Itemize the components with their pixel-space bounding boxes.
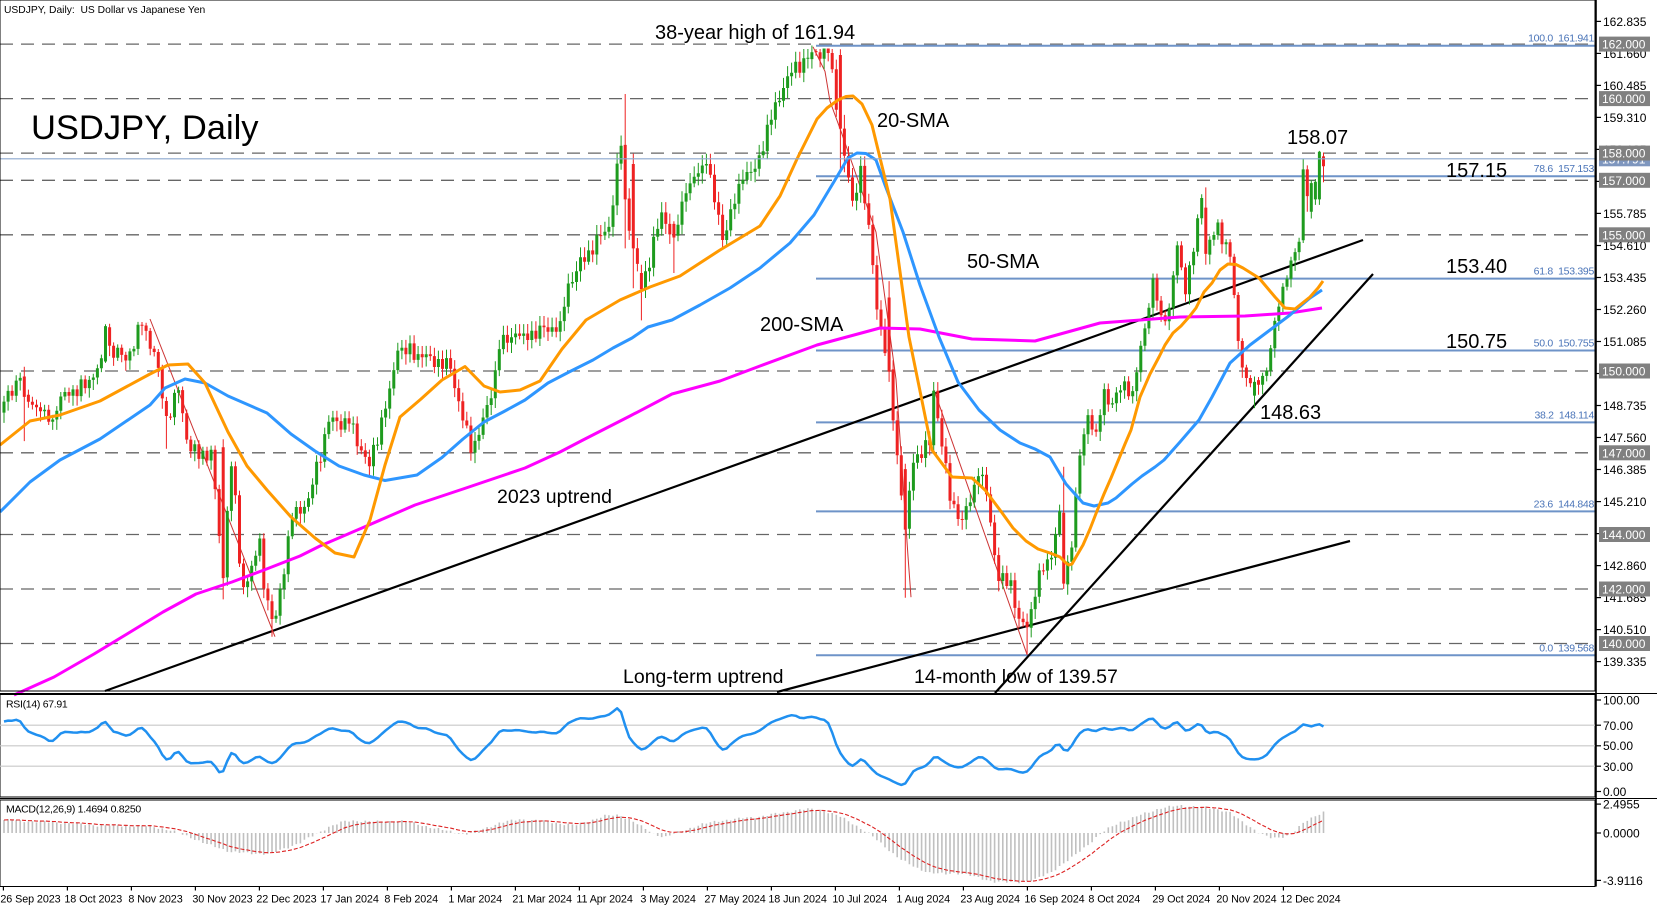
svg-text:50.0 150.755: 50.0 150.755: [1534, 338, 1595, 350]
svg-text:16 Sep 2024: 16 Sep 2024: [1024, 894, 1084, 906]
svg-text:160.485: 160.485: [1603, 79, 1647, 93]
svg-text:1 Mar 2024: 1 Mar 2024: [448, 894, 502, 906]
svg-text:146.385: 146.385: [1603, 463, 1647, 477]
svg-text:0.0000: 0.0000: [1603, 827, 1640, 841]
svg-text:2023 uptrend: 2023 uptrend: [497, 486, 612, 508]
svg-text:26 Sep 2023: 26 Sep 2023: [0, 894, 60, 906]
svg-text:150.000: 150.000: [1602, 365, 1646, 379]
svg-text:140.510: 140.510: [1603, 623, 1647, 637]
svg-text:154.610: 154.610: [1603, 239, 1647, 253]
svg-text:200-SMA: 200-SMA: [760, 314, 844, 336]
svg-text:14-month low of 139.57: 14-month low of 139.57: [914, 666, 1118, 688]
svg-text:23 Aug 2024: 23 Aug 2024: [960, 894, 1020, 906]
svg-text:30.00: 30.00: [1603, 760, 1633, 774]
svg-text:11 Apr 2024: 11 Apr 2024: [576, 894, 632, 906]
svg-text:159.310: 159.310: [1603, 111, 1647, 125]
svg-text:78.6 157.153: 78.6 157.153: [1534, 163, 1595, 175]
svg-text:151.085: 151.085: [1603, 335, 1647, 349]
svg-text:27 May 2024: 27 May 2024: [704, 894, 765, 906]
svg-text:61.8 153.395: 61.8 153.395: [1534, 266, 1595, 278]
svg-text:147.560: 147.560: [1603, 431, 1647, 445]
svg-text:38.2 148.114: 38.2 148.114: [1534, 409, 1594, 421]
svg-text:3 May 2024: 3 May 2024: [640, 894, 696, 906]
svg-text:162.000: 162.000: [1602, 38, 1646, 52]
svg-text:150.75: 150.75: [1446, 331, 1507, 353]
svg-text:142.860: 142.860: [1603, 559, 1647, 573]
svg-text:50.00: 50.00: [1603, 739, 1633, 753]
svg-text:158.07: 158.07: [1287, 127, 1348, 149]
svg-text:157.000: 157.000: [1602, 174, 1646, 188]
svg-text:MACD(12,26,9) 1.4694 0.8250: MACD(12,26,9) 1.4694 0.8250: [6, 804, 141, 816]
svg-text:8 Nov 2023: 8 Nov 2023: [128, 894, 182, 906]
svg-text:8 Oct 2024: 8 Oct 2024: [1088, 894, 1140, 906]
svg-text:38-year high of 161.94: 38-year high of 161.94: [655, 22, 855, 44]
svg-text:148.63: 148.63: [1260, 402, 1321, 424]
svg-text:USDJPY, Daily: US Dollar vs J: USDJPY, Daily: US Dollar vs Japanese Yen: [4, 5, 206, 16]
svg-text:20 Nov 2024: 20 Nov 2024: [1216, 894, 1276, 906]
svg-text:18 Oct 2023: 18 Oct 2023: [64, 894, 122, 906]
svg-text:160.000: 160.000: [1602, 92, 1646, 106]
svg-text:155.000: 155.000: [1602, 228, 1646, 242]
svg-text:158.000: 158.000: [1602, 147, 1646, 161]
svg-text:147.000: 147.000: [1602, 446, 1646, 460]
svg-text:144.000: 144.000: [1602, 528, 1646, 542]
svg-text:70.00: 70.00: [1603, 719, 1633, 733]
svg-text:8 Feb 2024: 8 Feb 2024: [384, 894, 438, 906]
svg-text:12 Dec 2024: 12 Dec 2024: [1280, 894, 1340, 906]
svg-text:50-SMA: 50-SMA: [967, 251, 1040, 273]
svg-text:153.40: 153.40: [1446, 256, 1507, 278]
svg-text:Long-term uptrend: Long-term uptrend: [623, 666, 783, 688]
svg-text:17 Jan 2024: 17 Jan 2024: [320, 894, 378, 906]
svg-text:30 Nov 2023: 30 Nov 2023: [192, 894, 252, 906]
svg-text:2.4955: 2.4955: [1603, 798, 1640, 812]
svg-text:152.260: 152.260: [1603, 303, 1647, 317]
svg-text:22 Dec 2023: 22 Dec 2023: [256, 894, 316, 906]
svg-text:20-SMA: 20-SMA: [877, 110, 950, 132]
svg-text:21 Mar 2024: 21 Mar 2024: [512, 894, 572, 906]
svg-text:153.435: 153.435: [1603, 271, 1647, 285]
svg-text:140.000: 140.000: [1602, 637, 1646, 651]
svg-text:18 Jun 2024: 18 Jun 2024: [768, 894, 826, 906]
svg-text:139.335: 139.335: [1603, 655, 1647, 669]
svg-text:100.00: 100.00: [1603, 694, 1640, 708]
svg-text:0.0 139.568: 0.0 139.568: [1539, 642, 1594, 654]
svg-text:0.00: 0.00: [1603, 785, 1627, 799]
svg-text:157.15: 157.15: [1446, 160, 1507, 182]
svg-text:100.0 161.941: 100.0 161.941: [1528, 33, 1594, 45]
svg-text:29 Oct 2024: 29 Oct 2024: [1152, 894, 1210, 906]
svg-text:USDJPY, Daily: USDJPY, Daily: [31, 109, 259, 147]
svg-text:10 Jul 2024: 10 Jul 2024: [832, 894, 887, 906]
svg-text:RSI(14) 67.91: RSI(14) 67.91: [6, 699, 68, 711]
svg-text:23.6 144.848: 23.6 144.848: [1534, 498, 1595, 510]
svg-text:145.210: 145.210: [1603, 495, 1647, 509]
svg-text:1 Aug 2024: 1 Aug 2024: [896, 894, 950, 906]
svg-text:148.735: 148.735: [1603, 399, 1647, 413]
svg-text:142.000: 142.000: [1602, 583, 1646, 597]
svg-text:162.835: 162.835: [1603, 15, 1647, 29]
svg-text:-3.9116: -3.9116: [1603, 874, 1643, 888]
svg-text:155.785: 155.785: [1603, 207, 1647, 221]
